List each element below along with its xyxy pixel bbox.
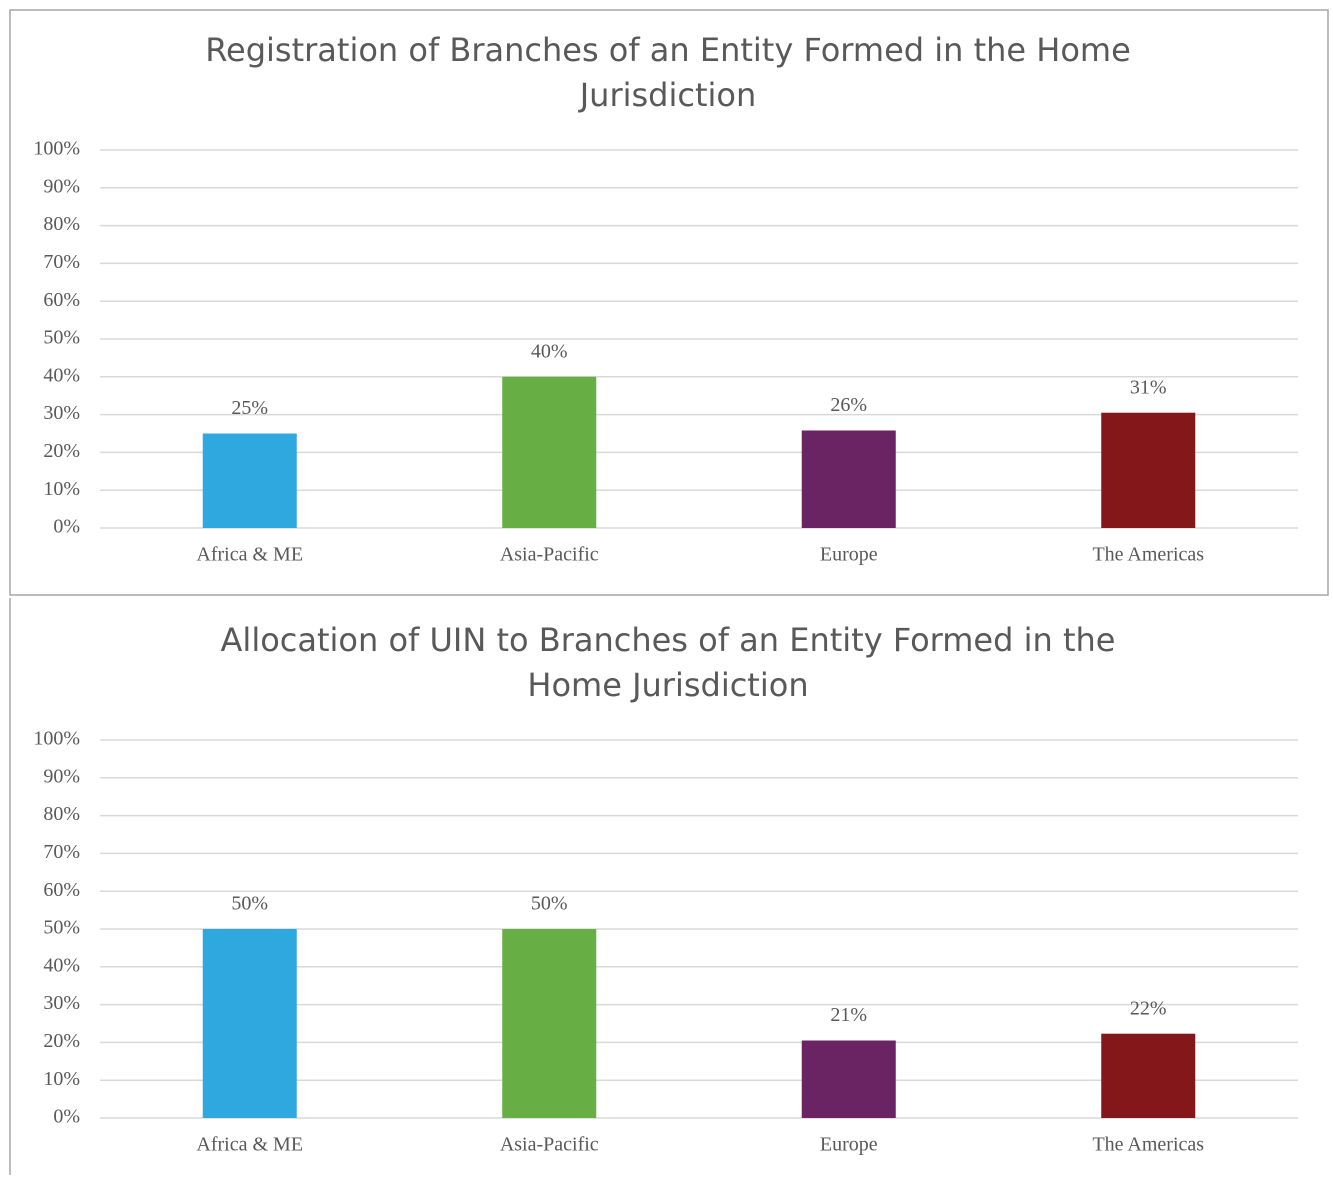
y-tick-label: 50% bbox=[43, 327, 80, 349]
y-tick-label: 80% bbox=[43, 803, 80, 825]
x-tick-label: Africa & ME bbox=[196, 1134, 303, 1156]
x-tick-label: Europe bbox=[820, 1134, 878, 1156]
y-tick-label: 90% bbox=[43, 175, 80, 197]
data-label: 31% bbox=[1130, 376, 1167, 398]
chart-title: Home Jurisdiction bbox=[527, 666, 808, 704]
y-tick-label: 100% bbox=[33, 728, 80, 750]
data-label: 26% bbox=[830, 394, 867, 416]
bar bbox=[801, 430, 896, 528]
y-tick-label: 0% bbox=[53, 516, 80, 538]
bar bbox=[1101, 412, 1196, 528]
y-tick-label: 100% bbox=[33, 138, 80, 160]
x-tick-label: Asia-Pacific bbox=[500, 1134, 599, 1156]
data-label: 50% bbox=[231, 893, 268, 915]
y-tick-label: 70% bbox=[43, 251, 80, 273]
y-tick-label: 30% bbox=[43, 402, 80, 424]
data-label: 21% bbox=[830, 1004, 867, 1026]
y-tick-label: 70% bbox=[43, 841, 80, 863]
chart-title: Registration of Branches of an Entity Fo… bbox=[205, 31, 1131, 69]
y-tick-label: 80% bbox=[43, 213, 80, 235]
data-label: 40% bbox=[531, 340, 568, 362]
bar bbox=[202, 433, 297, 528]
chart-title: Jurisdiction bbox=[578, 76, 757, 114]
data-label: 25% bbox=[231, 397, 268, 419]
bar bbox=[502, 376, 597, 528]
y-tick-label: 20% bbox=[43, 440, 80, 462]
y-tick-label: 60% bbox=[43, 879, 80, 901]
x-tick-label: Asia-Pacific bbox=[500, 544, 599, 566]
bar bbox=[1101, 1033, 1196, 1118]
y-tick-label: 0% bbox=[53, 1106, 80, 1128]
bar bbox=[801, 1040, 896, 1118]
x-tick-label: The Americas bbox=[1092, 1134, 1204, 1156]
y-tick-label: 30% bbox=[43, 992, 80, 1014]
y-tick-label: 40% bbox=[43, 954, 80, 976]
y-tick-label: 60% bbox=[43, 289, 80, 311]
data-label: 50% bbox=[531, 893, 568, 915]
x-tick-label: Africa & ME bbox=[196, 544, 303, 566]
y-tick-label: 10% bbox=[43, 1068, 80, 1090]
x-tick-label: The Americas bbox=[1092, 544, 1204, 566]
y-tick-label: 90% bbox=[43, 765, 80, 787]
x-tick-label: Europe bbox=[820, 544, 878, 566]
bar bbox=[502, 929, 597, 1118]
chart-frame bbox=[9, 9, 1329, 596]
y-tick-label: 10% bbox=[43, 478, 80, 500]
data-label: 22% bbox=[1130, 997, 1167, 1019]
bar bbox=[202, 929, 297, 1118]
chart-title: Allocation of UIN to Branches of an Enti… bbox=[221, 621, 1116, 659]
y-tick-label: 20% bbox=[43, 1030, 80, 1052]
y-tick-label: 50% bbox=[43, 917, 80, 939]
y-tick-label: 40% bbox=[43, 364, 80, 386]
